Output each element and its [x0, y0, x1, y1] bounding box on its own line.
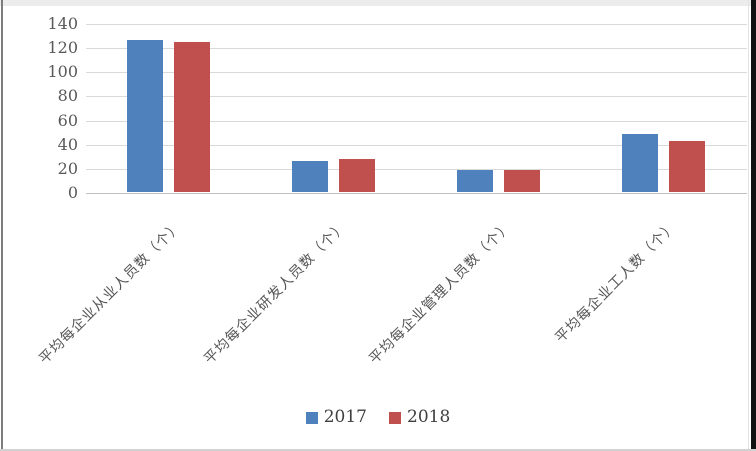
bar-2017-category-3 — [457, 170, 494, 192]
legend-swatch-icon — [389, 411, 401, 424]
bar-2017-category-1 — [126, 39, 163, 192]
right-inner-line — [748, 0, 749, 451]
gridline-120 — [86, 48, 747, 50]
legend-swatch-icon — [305, 411, 318, 424]
y-tick-label-60: 60 — [57, 110, 78, 130]
bottom-edge-line — [0, 449, 756, 451]
bar-2017-category-4 — [622, 134, 659, 192]
category-label-3: 平均每企业管理人员数（个） — [366, 218, 516, 368]
y-tick-label-20: 20 — [57, 158, 78, 178]
right-edge-band — [751, 0, 756, 451]
chart-legend: 2017 2018 — [0, 409, 756, 426]
gridline-0 — [86, 193, 747, 194]
category-label-4: 平均每企业工人数（个） — [552, 218, 681, 347]
gridline-140 — [86, 24, 747, 25]
y-tick-label-100: 100 — [47, 62, 78, 82]
gridline-20 — [86, 168, 747, 170]
bar-2017-category-2 — [291, 160, 328, 192]
y-tick-label-40: 40 — [57, 134, 78, 154]
top-edge-band — [0, 0, 756, 6]
category-label-1: 平均每企业从业人员数（个） — [35, 218, 186, 368]
bar-2018-category-2 — [338, 159, 375, 192]
bar-2018-category-3 — [504, 170, 541, 192]
left-edge-line — [1, 0, 3, 451]
bar-2018-category-1 — [173, 42, 210, 192]
y-tick-label-0: 0 — [67, 183, 78, 202]
legend-label: 2017 — [323, 407, 367, 427]
plot-area — [86, 24, 747, 194]
legend-item-2018: 2018 — [389, 409, 450, 426]
legend-label: 2018 — [407, 407, 451, 427]
gridline-80 — [86, 96, 747, 98]
bar-2018-category-4 — [669, 141, 706, 192]
legend-item-2017: 2017 — [305, 407, 367, 427]
gridline-40 — [86, 144, 747, 146]
y-tick-label-140: 140 — [47, 14, 78, 33]
y-tick-label-80: 80 — [57, 86, 78, 106]
gridline-100 — [86, 72, 747, 74]
gridline-60 — [86, 120, 747, 122]
y-tick-label-120: 120 — [47, 38, 78, 58]
category-label-2: 平均每企业研发人员数（个） — [201, 218, 351, 368]
